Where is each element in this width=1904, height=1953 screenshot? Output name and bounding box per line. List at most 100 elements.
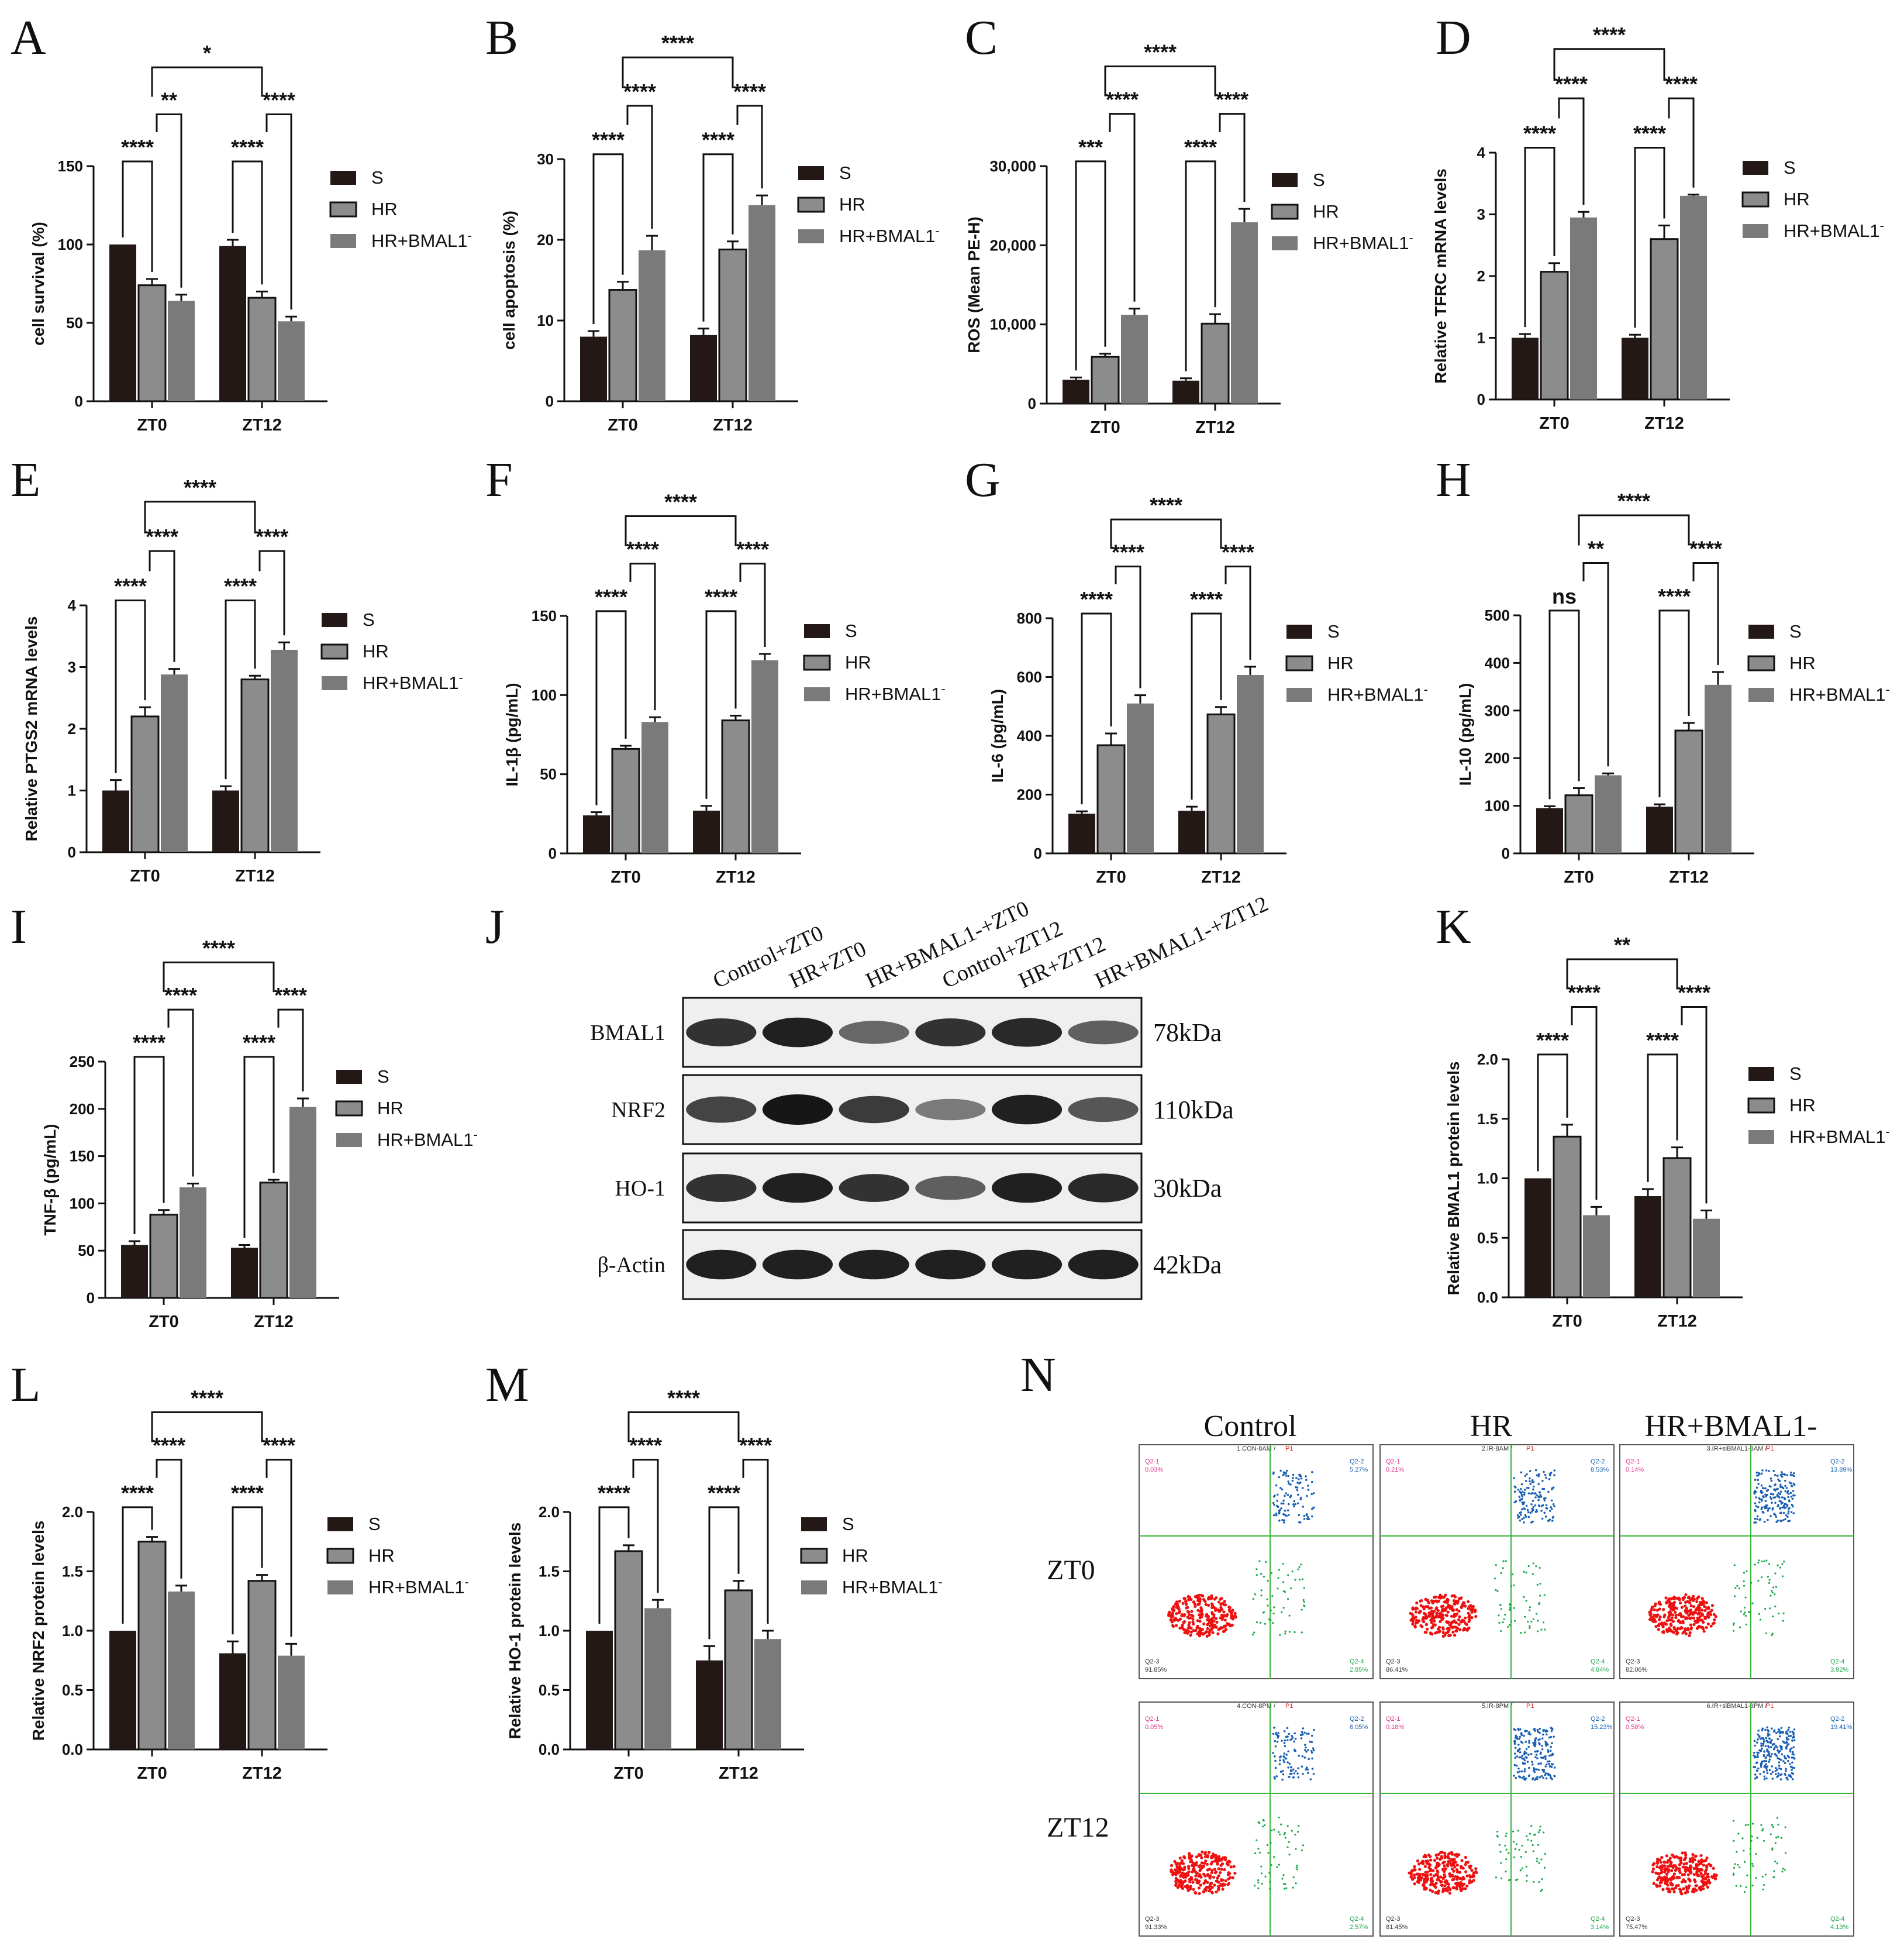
bar-HR-ZT12 [1675, 731, 1702, 853]
y-tick-label: 30,000 [989, 157, 1036, 175]
event-dot [1712, 1875, 1715, 1878]
event-dot [1760, 1742, 1762, 1745]
event-dot [1773, 1870, 1775, 1872]
event-dot [1424, 1854, 1427, 1856]
event-dot [1702, 1599, 1705, 1602]
event-dot [1551, 1520, 1554, 1522]
legend-label: HR [377, 1098, 403, 1118]
panel-label: J [485, 900, 505, 954]
event-dot [1651, 1617, 1654, 1620]
event-dot [1537, 1584, 1539, 1586]
event-dot [1458, 1628, 1461, 1631]
event-dot [1181, 1626, 1184, 1629]
bar-HR-ZT12 [722, 721, 749, 853]
event-dot [1284, 1495, 1286, 1497]
event-dot [1765, 1500, 1767, 1502]
bar-S-ZT12 [219, 246, 246, 401]
event-dot [1699, 1888, 1702, 1891]
event-dot [1765, 1496, 1767, 1498]
y-tick-label: 10 [537, 312, 554, 329]
event-dot [1785, 1514, 1788, 1517]
event-dot [1292, 1768, 1295, 1771]
blot-band [686, 1097, 756, 1123]
x-tick-label: ZT0 [1539, 414, 1570, 433]
event-dot [1687, 1873, 1690, 1876]
flow-column-label: HR+BMAL1- [1644, 1410, 1817, 1443]
event-dot [1686, 1868, 1689, 1871]
event-dot [1532, 1521, 1534, 1523]
legend-superscript: - [474, 1127, 478, 1142]
event-dot [1521, 1483, 1523, 1486]
event-dot [1279, 1834, 1281, 1835]
event-dot [1199, 1616, 1202, 1619]
x-tick-label: ZT12 [254, 1313, 294, 1331]
event-dot [1543, 1771, 1546, 1773]
bar-S-ZT0 [1063, 380, 1089, 404]
event-dot [1467, 1600, 1470, 1603]
event-dot [1787, 1496, 1789, 1499]
event-dot [1201, 1851, 1203, 1854]
flow-plot: 2.IR-8AM / P1Q2-10.21%Q2-28.53%Q2-386.41… [1380, 1445, 1614, 1679]
event-dot [1670, 1606, 1673, 1608]
event-dot [1678, 1871, 1681, 1874]
blot-band [763, 1250, 833, 1280]
y-tick-label: 1.5 [62, 1563, 83, 1580]
event-dot [1443, 1873, 1446, 1876]
event-dot [1513, 1607, 1515, 1609]
event-dot [1501, 1878, 1502, 1879]
legend-swatch [1272, 236, 1298, 250]
bar-HR+BMAL1--ZT12 [754, 1639, 781, 1749]
event-dot [1773, 1470, 1775, 1472]
event-dot [1767, 1519, 1769, 1521]
legend-label: HR+BMAL1- [1313, 230, 1413, 253]
quadrant-name: Q2-4 [1591, 1916, 1605, 1923]
event-dot [1199, 1864, 1202, 1867]
event-dot [1660, 1856, 1663, 1859]
event-dot [1435, 1882, 1438, 1885]
event-dot [1215, 1596, 1217, 1599]
event-dot [1304, 1744, 1306, 1746]
event-dot [1786, 1737, 1788, 1739]
event-dot [1539, 1732, 1541, 1734]
event-dot [1510, 1621, 1512, 1623]
event-dot [1429, 1889, 1432, 1892]
event-dot [1784, 1497, 1786, 1500]
event-dot [1257, 1887, 1259, 1889]
significance-label: **** [114, 574, 147, 598]
event-dot [1514, 1752, 1516, 1755]
quadrant-name: Q2-4 [1350, 1658, 1364, 1665]
event-dot [1764, 1608, 1766, 1610]
event-dot [1774, 1754, 1777, 1756]
event-dot [1757, 1580, 1759, 1582]
y-axis-label: Relative PTGS2 mRNA levels [22, 616, 40, 842]
event-dot [1684, 1880, 1686, 1883]
event-dot [1532, 1777, 1534, 1779]
event-dot [1665, 1601, 1668, 1604]
event-dot [1697, 1606, 1700, 1608]
event-dot [1734, 1595, 1736, 1597]
event-dot [1283, 1519, 1285, 1521]
blot-band [839, 1021, 909, 1043]
event-dot [1734, 1587, 1736, 1589]
event-dot [1171, 1871, 1174, 1873]
event-dot [1227, 1864, 1230, 1866]
legend-label: S [371, 167, 384, 188]
event-dot [1522, 1867, 1523, 1869]
event-dot [1215, 1890, 1217, 1893]
event-dot [1455, 1855, 1458, 1858]
event-dot [1780, 1759, 1782, 1761]
event-dot [1278, 1864, 1280, 1865]
blot-band [839, 1096, 909, 1123]
event-dot [1658, 1885, 1661, 1887]
event-dot [1283, 1471, 1285, 1473]
event-dot [1284, 1591, 1286, 1593]
event-dot [1451, 1594, 1454, 1597]
event-dot [1435, 1614, 1438, 1617]
event-dot [1221, 1887, 1224, 1890]
panel-label: A [11, 11, 46, 65]
event-dot [1302, 1773, 1304, 1775]
event-dot [1793, 1512, 1795, 1514]
event-dot [1792, 1746, 1795, 1748]
event-dot [1737, 1833, 1739, 1834]
event-dot [1450, 1858, 1453, 1861]
